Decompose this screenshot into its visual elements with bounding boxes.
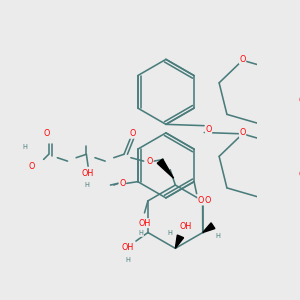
Text: H: H	[216, 233, 220, 239]
Text: O: O	[129, 129, 136, 138]
Text: O: O	[205, 196, 211, 206]
Polygon shape	[175, 235, 184, 248]
Text: O: O	[119, 179, 126, 188]
Text: OH: OH	[179, 222, 192, 231]
Polygon shape	[203, 223, 215, 232]
Text: H: H	[125, 257, 130, 263]
Text: O: O	[205, 124, 212, 134]
Text: O: O	[239, 55, 246, 64]
Text: OH: OH	[82, 169, 94, 178]
Text: O: O	[239, 128, 246, 137]
Text: H: H	[84, 182, 89, 188]
Text: O: O	[44, 129, 50, 138]
Text: O: O	[299, 96, 300, 105]
Text: O: O	[299, 170, 300, 179]
Text: OH: OH	[138, 219, 151, 228]
Text: H: H	[22, 144, 27, 150]
Polygon shape	[157, 159, 174, 178]
Text: H: H	[139, 230, 143, 236]
Text: H: H	[168, 230, 172, 236]
Text: methoxy: methoxy	[107, 185, 113, 186]
Text: O: O	[198, 196, 204, 205]
Text: OH: OH	[121, 243, 134, 252]
Text: O: O	[28, 162, 35, 171]
Text: O: O	[146, 157, 153, 166]
